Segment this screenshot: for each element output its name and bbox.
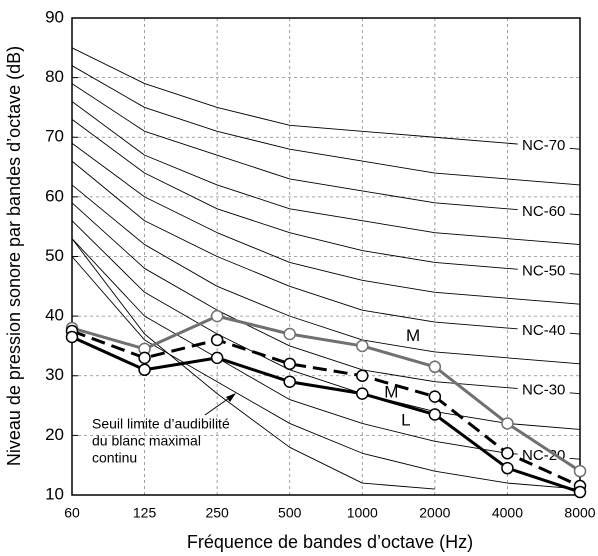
x-tick-label: 125 [133, 505, 157, 521]
series-label: M [406, 326, 420, 345]
curve-label: NC-40 [522, 322, 565, 339]
data-line [71, 329, 581, 488]
label-bg [517, 137, 570, 156]
nc-curve [71, 184, 581, 365]
x-axis-title: Fréquence de bandes d’octave (Hz) [187, 532, 473, 552]
annotation: Seuil limite d’audibilité [92, 416, 230, 432]
data-point [356, 369, 369, 382]
data-point [501, 447, 514, 460]
nc-curve [71, 238, 581, 460]
y-tick-label: 80 [45, 67, 64, 86]
nc-curve [71, 220, 581, 430]
data-point [210, 309, 224, 323]
x-tick-label: 4000 [492, 505, 523, 521]
curve-label: NC-20 [522, 447, 565, 464]
x-tick-label: 250 [205, 505, 229, 521]
nc-curve [71, 65, 581, 186]
data-point [138, 363, 151, 377]
label-bg [517, 202, 570, 221]
y-tick-label: 90 [45, 7, 64, 26]
data-point [428, 360, 442, 374]
data-line [71, 314, 581, 473]
label-bg [517, 322, 570, 341]
x-tick-label: 60 [64, 505, 80, 521]
annotation-arrow [204, 395, 233, 416]
data-point [210, 333, 224, 347]
nc-curve [71, 101, 581, 246]
data-point [501, 417, 514, 430]
curve-label: NC-70 [522, 137, 565, 154]
data-point [283, 375, 296, 388]
y-tick-label: 60 [45, 186, 64, 205]
y-tick-label: 40 [45, 306, 64, 325]
label-bg [517, 381, 570, 400]
data-point [428, 408, 442, 421]
y-tick-label: 30 [45, 365, 64, 384]
series-label: L [401, 411, 410, 430]
nc-curve [71, 142, 581, 305]
nc-curve [71, 83, 581, 216]
data-point [138, 351, 151, 365]
data-point [428, 390, 442, 403]
y-tick-label: 70 [45, 127, 64, 146]
y-tick-label: 10 [45, 484, 64, 503]
data-point [573, 485, 587, 499]
label-bg [517, 262, 570, 281]
label-bg [517, 447, 570, 466]
data-point [356, 387, 369, 400]
x-tick-label: 1000 [347, 505, 378, 521]
data-point [65, 330, 79, 344]
data-point [501, 461, 514, 475]
nc-curve [71, 47, 581, 150]
data-line [71, 335, 581, 494]
y-tick-label: 50 [45, 246, 64, 265]
series-label: M [384, 383, 398, 402]
data-point [283, 327, 296, 341]
data-point [283, 357, 296, 371]
data-point [210, 351, 224, 365]
y-axis-title: Niveau de pression sonore par bandes d’o… [4, 46, 24, 466]
x-tick-label: 500 [278, 505, 302, 521]
nc-curve [71, 119, 581, 275]
nc-curve [71, 160, 581, 335]
y-tick-label: 20 [45, 425, 64, 444]
annotation: continu [92, 450, 137, 466]
data-point [573, 464, 587, 478]
nc-curve [71, 202, 581, 395]
x-tick-label: 8000 [564, 505, 595, 521]
curve-label: NC-60 [522, 203, 565, 220]
arrow-head [226, 393, 236, 402]
data-point [356, 339, 369, 353]
x-tick-label: 2000 [419, 505, 450, 521]
curve-label: NC-50 [522, 262, 565, 279]
annotation: du blanc maximal [92, 433, 201, 449]
nc-curve [71, 238, 435, 490]
nc-curve [71, 256, 581, 490]
curve-label: NC-30 [522, 382, 565, 399]
